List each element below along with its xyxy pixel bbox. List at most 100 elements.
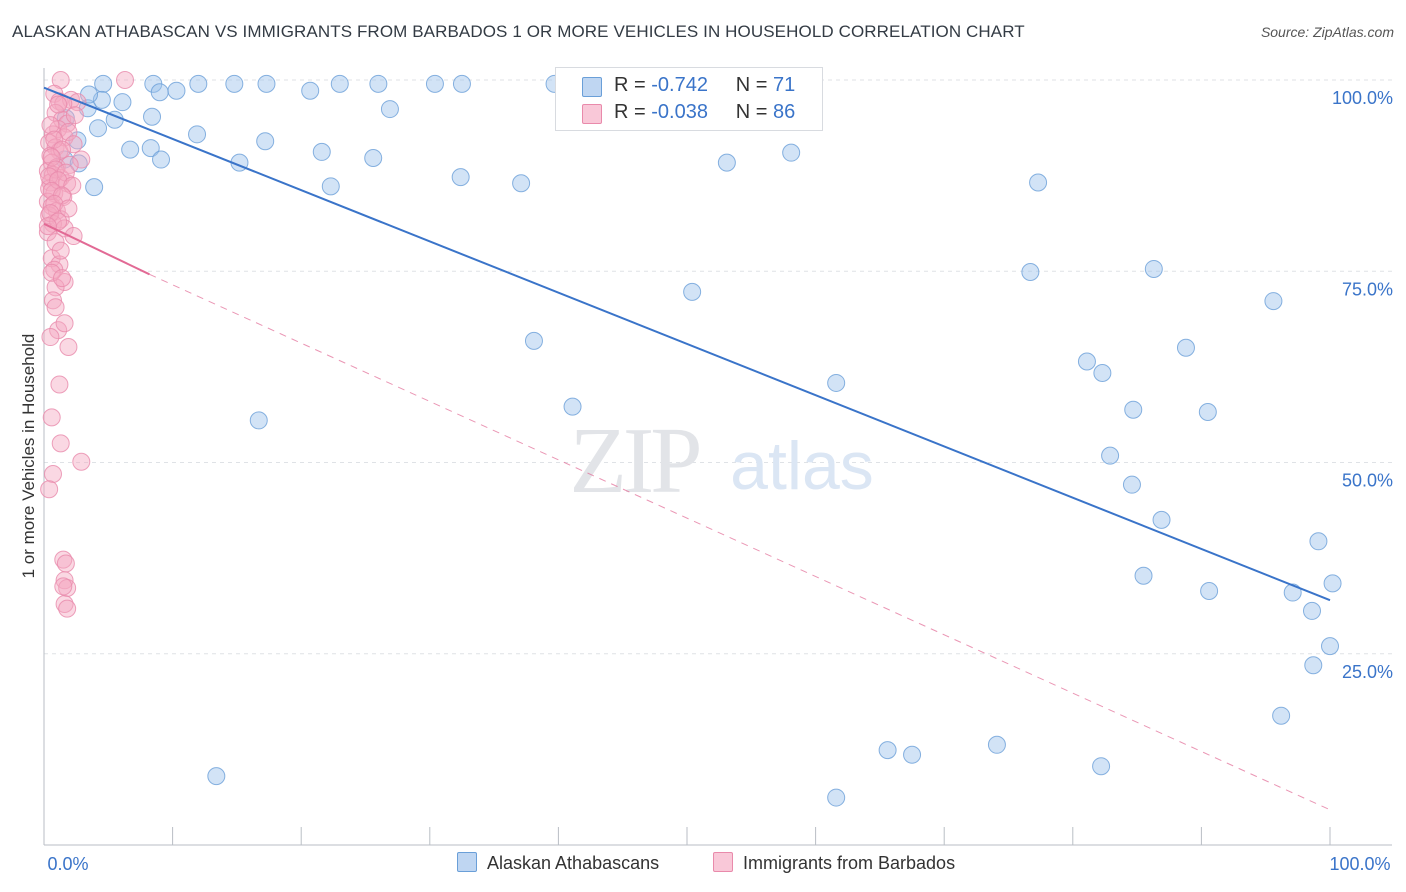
point-athabascan [143, 107, 162, 126]
point-athabascan [1124, 400, 1143, 419]
point-athabascan [425, 74, 444, 93]
point-athabascan [321, 177, 340, 196]
legend-swatch-blue [582, 77, 602, 97]
point-athabascan [1302, 601, 1321, 620]
point-barbados [44, 291, 63, 310]
point-barbados [40, 167, 59, 186]
legend-n-value-blue: 71 [773, 74, 796, 96]
point-barbados [55, 314, 74, 333]
point-barbados [42, 263, 61, 282]
point-barbados [59, 337, 78, 356]
legend-r-label: R = [614, 101, 646, 123]
legend-swatch-barbados [713, 852, 733, 872]
point-athabascan [1092, 757, 1111, 776]
point-athabascan [512, 174, 531, 193]
legend-label-barbados: Immigrants from Barbados [743, 853, 956, 873]
watermark-atlas: atlas [730, 428, 874, 504]
point-barbados [46, 160, 65, 179]
point-athabascan [301, 81, 320, 100]
point-athabascan [249, 411, 268, 430]
tick-labels: 25.0% 50.0% 75.0% 100.0% 0.0% 100.0% [47, 88, 1393, 874]
source-label: Source: ZipAtlas.com [1260, 24, 1394, 40]
point-athabascan [380, 100, 399, 119]
point-barbados [46, 233, 65, 252]
point-athabascan [987, 735, 1006, 754]
point-barbados [51, 434, 70, 453]
legend-n-value-pink: 86 [773, 101, 796, 123]
y-tick-label: 25.0% [1342, 662, 1393, 682]
legend-r-value-pink: -0.038 [651, 101, 708, 123]
trend-lines [43, 86, 1331, 811]
point-athabascan [1122, 475, 1141, 494]
point-barbados [41, 116, 60, 135]
point-athabascan [121, 140, 140, 159]
point-athabascan [89, 119, 108, 138]
point-athabascan [1176, 338, 1195, 357]
watermark: ZIP atlas [570, 409, 874, 513]
point-athabascan [189, 74, 208, 93]
point-athabascan [207, 767, 226, 786]
point-athabascan [94, 74, 113, 93]
legend-item-athabascans: Alaskan Athabascans [457, 852, 659, 874]
point-barbados [41, 328, 60, 347]
legend-r-label: R = [614, 74, 646, 96]
point-barbados [44, 464, 63, 483]
point-barbados [72, 150, 91, 169]
legend-r-value-blue: -0.742 [651, 74, 708, 96]
legend-swatch-athabascans [457, 852, 477, 872]
point-barbados [45, 130, 64, 149]
point-athabascan [1144, 259, 1163, 278]
point-athabascan [1264, 292, 1283, 311]
point-athabascan [717, 153, 736, 172]
point-athabascan [1309, 532, 1328, 551]
trend-line-0 [43, 86, 1331, 602]
y-tick-label: 50.0% [1342, 471, 1393, 491]
point-athabascan [1304, 656, 1323, 675]
point-barbados [45, 194, 64, 213]
point-athabascan [167, 81, 186, 100]
point-athabascan [257, 74, 276, 93]
point-athabascan [1198, 403, 1217, 422]
point-athabascan [152, 150, 171, 169]
point-athabascan [1029, 173, 1048, 192]
point-athabascan [903, 745, 922, 764]
point-athabascan [827, 373, 846, 392]
point-barbados [40, 480, 59, 499]
trend-line-1 [43, 222, 150, 276]
point-barbados [59, 199, 78, 218]
point-athabascan [1200, 582, 1219, 601]
point-athabascan [1134, 566, 1153, 585]
point-athabascan [451, 168, 470, 187]
point-athabascan [1272, 706, 1291, 725]
point-athabascan [312, 142, 331, 161]
point-athabascan [1101, 446, 1120, 465]
point-barbados [49, 321, 68, 340]
point-athabascan [330, 74, 349, 93]
point-athabascan [256, 132, 275, 151]
y-tick-label: 75.0% [1342, 279, 1393, 299]
correlation-legend: R = -0.742 N = 71 R = -0.038 N = 86 [555, 67, 823, 131]
legend-label-athabascans: Alaskan Athabascans [487, 853, 660, 873]
watermark-zip: ZIP [570, 409, 700, 513]
point-barbados [56, 554, 75, 573]
legend-n-label: N = [735, 101, 768, 123]
y-axis-label: 1 or more Vehicles in Household [19, 334, 38, 579]
point-barbados [53, 269, 72, 288]
point-athabascan [141, 139, 160, 158]
point-athabascan [1323, 574, 1342, 593]
chart-title: ALASKAN ATHABASCAN VS IMMIGRANTS FROM BA… [12, 22, 1025, 41]
point-athabascan [85, 178, 104, 197]
grid-lines [44, 79, 1392, 655]
point-barbados [72, 452, 91, 471]
point-athabascan [364, 149, 383, 168]
point-athabascan [1093, 363, 1112, 382]
point-barbados [46, 298, 65, 317]
point-athabascan [1283, 583, 1302, 602]
point-athabascan [452, 74, 471, 93]
point-athabascan [1077, 352, 1096, 371]
point-barbados [116, 71, 135, 89]
point-athabascan [1021, 263, 1040, 282]
point-athabascan [878, 741, 897, 760]
point-athabascan [188, 125, 207, 144]
